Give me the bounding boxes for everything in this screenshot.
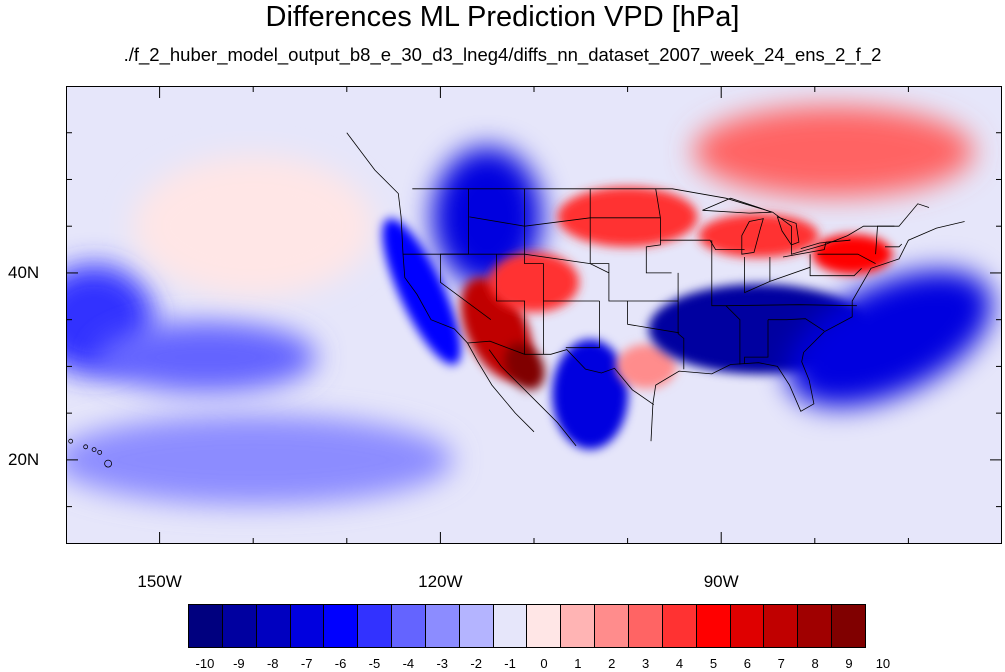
- us-mexico-border: [467, 340, 655, 406]
- colorbar-label: 5: [709, 656, 718, 671]
- colorbar-label: -6: [334, 656, 347, 671]
- boundary-layer: [68, 132, 965, 468]
- colorbar-label: 3: [642, 656, 650, 671]
- colorbar-label: 6: [743, 656, 751, 671]
- colorbar-label: 0: [540, 656, 548, 671]
- hawaii-island-4: [83, 444, 89, 450]
- colorbar-label: -3: [436, 656, 449, 671]
- colorbar-label: 7: [777, 656, 785, 671]
- colorbar-box: [628, 605, 663, 647]
- plot-subtitle: ./f_2_huber_model_output_b8_e_30_d3_lneg…: [123, 44, 882, 65]
- colorbar-label: 1: [574, 656, 582, 671]
- colorbar-box: [222, 605, 257, 647]
- lake-erie-ontario: [782, 239, 851, 258]
- state-boundary-16: [768, 318, 825, 332]
- state-boundary-19: [875, 225, 895, 255]
- west-coastline: [346, 132, 535, 433]
- colorbar-label: 9: [845, 656, 853, 671]
- state-boundary-21: [403, 253, 610, 274]
- us-canada-border: [412, 188, 930, 255]
- field-region-texas-positive: [616, 344, 677, 389]
- state-boundary-4: [645, 188, 672, 274]
- colorbar-label: -4: [402, 656, 415, 671]
- colorbar-label: 10: [875, 656, 891, 671]
- colorbar-box: [392, 605, 426, 647]
- colorbar-label: -7: [300, 656, 313, 671]
- field-region-atlantic-negative: [787, 270, 993, 407]
- colorbar-label: -9: [233, 656, 245, 671]
- lon-tick-label: 120W: [418, 572, 463, 591]
- colorbar-box: [561, 605, 596, 647]
- lon-tick-label: 90W: [703, 572, 739, 591]
- field-region-california-coast-negative: [382, 218, 461, 365]
- state-boundary-17: [809, 267, 862, 277]
- colorbar: [188, 604, 866, 648]
- colorbar-box: [358, 605, 393, 647]
- field-region-four-corners-positive: [489, 252, 579, 313]
- state-boundary-9: [677, 272, 685, 370]
- hawaii-island-2: [97, 449, 103, 455]
- colorbar-label: -5: [368, 656, 381, 671]
- colorbar-label: -8: [266, 656, 279, 671]
- state-boundary-20: [885, 243, 903, 248]
- colorbar-label: 8: [811, 656, 819, 671]
- field-region-pacific-central-positive: [133, 156, 374, 297]
- field-region-mexico-interior-negative: [552, 339, 629, 450]
- lon-tick-label: 150W: [137, 572, 182, 591]
- state-boundary-8: [627, 301, 680, 334]
- colorbar-box: [425, 605, 460, 647]
- lat-tick-label: 20N: [8, 449, 40, 469]
- vpd-difference-map: [66, 86, 1002, 544]
- lake-superior: [702, 197, 772, 214]
- colorbar-box: [832, 605, 865, 647]
- colorbar-box: [527, 605, 562, 647]
- gulf-coastline: [650, 221, 965, 442]
- colorbar-label: -1: [504, 656, 516, 671]
- colorbar-label: -10: [195, 656, 215, 671]
- colorbar-box: [662, 605, 697, 647]
- state-boundary-3: [589, 188, 679, 302]
- colorbar-box: [730, 605, 765, 647]
- colorbar-box: [459, 605, 494, 647]
- gulf-of-california-coast: [488, 349, 577, 447]
- hawaii-island-5: [68, 438, 74, 444]
- lake-michigan: [741, 218, 764, 255]
- state-boundary-10: [711, 240, 741, 365]
- colorbar-box: [595, 605, 629, 647]
- colorbar-box: [256, 605, 291, 647]
- field-region-pacific-tropical-negative: [66, 414, 454, 505]
- state-boundary-14: [725, 304, 857, 307]
- colorbar-box: [764, 605, 799, 647]
- colorbar-box: [189, 605, 223, 647]
- lat-tick-label: 40N: [8, 262, 40, 282]
- state-boundary-15: [744, 319, 769, 364]
- state-boundary-18: [817, 253, 876, 264]
- field-region-northwest-us-negative: [432, 146, 543, 287]
- plot-title: Differences ML Prediction VPD [hPa]: [265, 1, 740, 33]
- colorbar-box: [493, 605, 528, 647]
- hawaii-island-1: [104, 459, 113, 468]
- hawaii-island-3: [91, 447, 97, 452]
- state-boundary-5: [496, 254, 525, 355]
- colorbar-box: [324, 605, 359, 647]
- state-boundary-7: [565, 301, 600, 349]
- colorbar-box: [696, 605, 731, 647]
- lake-huron: [776, 216, 800, 246]
- field-layer: [66, 106, 993, 505]
- state-boundary-2: [524, 188, 600, 302]
- map-panel: [66, 86, 1002, 544]
- field-region-canada-positive: [693, 106, 974, 197]
- colorbar-label: 4: [675, 656, 684, 671]
- colorbar-label: 2: [608, 656, 616, 671]
- field-region-northern-plains-positive: [557, 186, 698, 247]
- colorbar-box: [798, 605, 833, 647]
- colorbar-label: -2: [470, 656, 482, 671]
- state-boundary-11: [660, 239, 745, 250]
- state-boundary-22: [469, 216, 661, 227]
- field-region-pacific-southwest-negative: [96, 322, 317, 393]
- colorbar-box: [290, 605, 325, 647]
